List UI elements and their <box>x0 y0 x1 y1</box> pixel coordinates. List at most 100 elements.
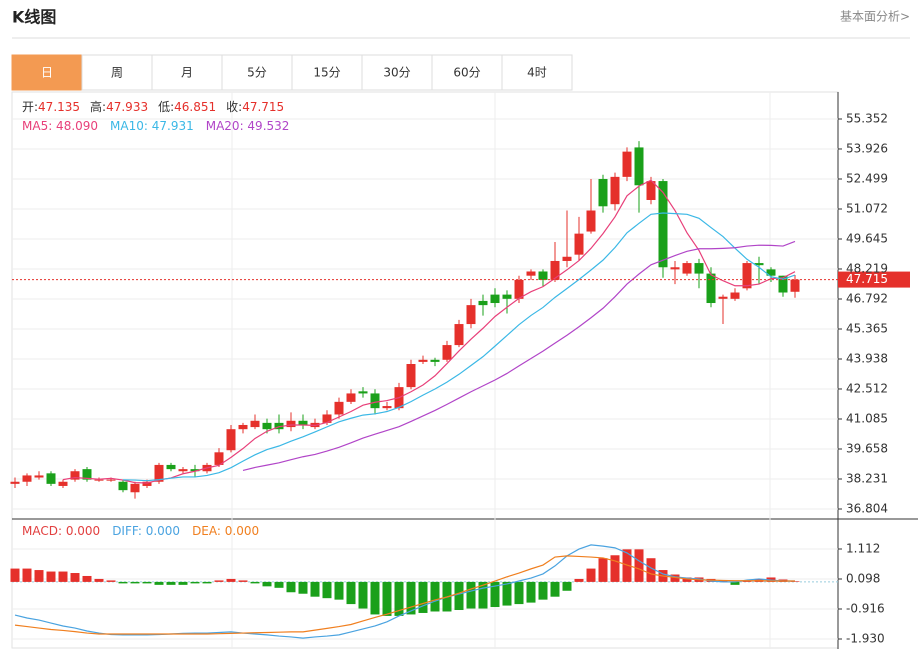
candle-body <box>130 483 140 493</box>
candle-body <box>454 324 464 346</box>
candle-body <box>358 391 368 394</box>
current-price-label: 47.715 <box>846 272 888 286</box>
candle-body <box>790 279 800 292</box>
macd-bar <box>454 581 464 611</box>
candle-body <box>190 469 200 472</box>
macd-bar <box>550 581 560 597</box>
candle-body <box>442 345 452 360</box>
candle-body <box>490 294 500 304</box>
info-value: 47.933 <box>106 100 148 114</box>
info-label: 高: <box>90 99 106 114</box>
tab-label[interactable]: 15分 <box>313 66 340 80</box>
candle-body <box>94 479 104 481</box>
macd-bar <box>334 581 344 600</box>
macd-bar <box>10 568 20 582</box>
candle-body <box>10 481 20 484</box>
macd-bar <box>178 581 188 585</box>
ma-legend: MA5: 48.090 MA10: 47.931 MA20: 49.532 <box>22 119 289 133</box>
macd-bar <box>58 571 68 582</box>
tab-label[interactable]: 5分 <box>247 66 267 80</box>
macd-bar <box>430 581 440 612</box>
info-label: 收: <box>226 100 242 114</box>
y-tick-label: 49.645 <box>846 231 888 245</box>
macd-bar <box>154 581 164 585</box>
macd-bar <box>298 581 308 594</box>
macd-bar <box>634 549 644 582</box>
candle-body <box>46 473 56 484</box>
tab[interactable] <box>361 54 433 91</box>
macd-bar <box>274 581 284 588</box>
candle-body <box>106 479 116 481</box>
candle-body <box>538 271 548 280</box>
ma-line <box>62 179 796 484</box>
legend-entry: DEA: 0.000 <box>192 524 259 538</box>
candle-body <box>502 294 512 299</box>
y-tick-label: 52.499 <box>846 171 888 185</box>
y-tick-label: -1.930 <box>846 631 885 645</box>
macd-bar <box>310 581 320 597</box>
tab[interactable] <box>81 54 153 91</box>
page-title: K线图 <box>12 8 56 27</box>
tab-bar: 日 周 月 5分 15分 30分 60分 4时 <box>11 54 573 91</box>
candle-body <box>334 401 344 415</box>
candle-body <box>238 424 248 430</box>
macd-bar <box>70 573 80 582</box>
candle-body <box>682 263 692 274</box>
candle-body <box>754 263 764 266</box>
candle-body <box>118 481 128 491</box>
tab-label[interactable]: 4时 <box>527 66 547 80</box>
candle-body <box>262 422 272 430</box>
grid <box>12 118 842 640</box>
chart-frame <box>11 91 839 649</box>
candle-body <box>82 469 92 480</box>
ma-line <box>14 544 795 639</box>
candle-body <box>382 406 392 409</box>
candle-body <box>274 422 284 430</box>
macd-bar <box>382 581 392 616</box>
macd-bar <box>226 578 236 582</box>
ma-line <box>242 240 796 471</box>
tab[interactable] <box>501 54 573 91</box>
macd-bar <box>730 581 740 585</box>
tab-label[interactable]: 周 <box>111 66 123 80</box>
candle-body <box>526 271 536 276</box>
y-tick-label: 41.085 <box>846 411 888 425</box>
candle-body <box>550 260 560 280</box>
macd-bar <box>262 581 272 587</box>
tab-label[interactable]: 日 <box>41 66 53 80</box>
y-tick-label: 48.219 <box>846 261 888 275</box>
y-tick-label: 39.658 <box>846 441 888 455</box>
macd-bar <box>214 580 224 582</box>
tab-label[interactable]: 月 <box>181 66 193 80</box>
info-value: 46.851 <box>174 100 216 114</box>
y-tick-label: 43.938 <box>846 351 888 365</box>
current-price-tag <box>838 271 910 288</box>
candle-body <box>406 364 416 388</box>
tab[interactable] <box>151 54 223 91</box>
info-value: 47.715 <box>242 100 284 114</box>
candle-body <box>286 420 296 428</box>
macd-bar <box>610 555 620 582</box>
macd-bar <box>502 581 512 606</box>
candle-body <box>670 267 680 270</box>
macd-bar <box>586 568 596 582</box>
y-tick-label: 46.792 <box>846 291 888 305</box>
fundamentals-link[interactable]: 基本面分析> <box>840 10 910 24</box>
macd-bar <box>358 581 368 609</box>
candle-body <box>166 464 176 470</box>
tab-label[interactable]: 60分 <box>453 66 480 80</box>
macd-bar <box>598 558 608 582</box>
legend-entry: DIFF: 0.000 <box>112 524 180 538</box>
macd-bar <box>82 575 92 582</box>
y-tick-label: 1.112 <box>846 541 880 555</box>
candle-body <box>766 269 776 276</box>
tab-label[interactable]: 30分 <box>383 66 410 80</box>
legend-entry: MA20: 49.532 <box>206 119 290 133</box>
macd-bar <box>418 581 428 613</box>
macd-bar <box>94 578 104 582</box>
candle-body <box>250 420 260 428</box>
candle-body <box>478 300 488 306</box>
macd-bar <box>466 581 476 609</box>
candle-body <box>694 263 704 274</box>
